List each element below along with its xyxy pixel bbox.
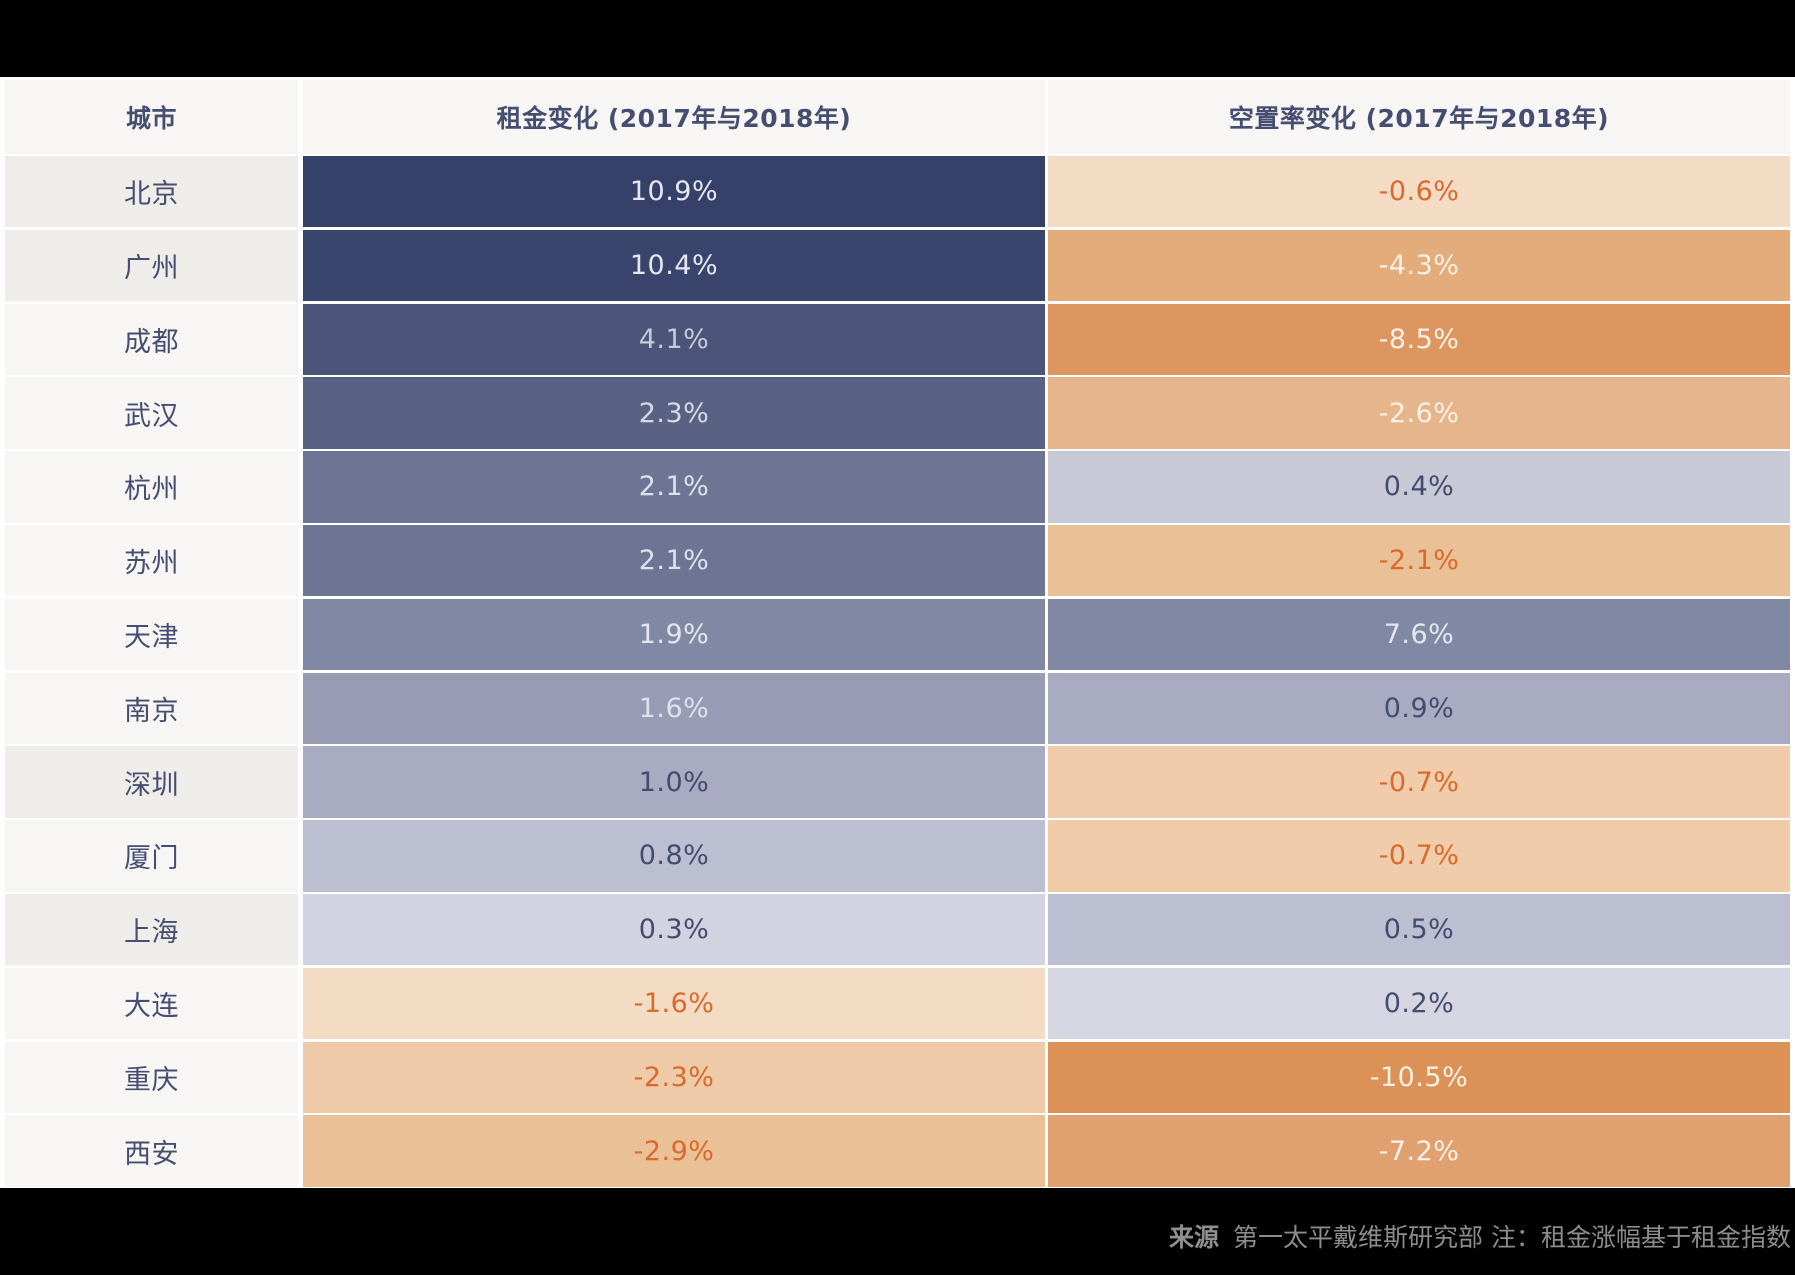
city-cell: 武汉 bbox=[5, 377, 298, 449]
city-cell: 西安 bbox=[5, 1115, 298, 1187]
vacancy-change-cell: -4.3% bbox=[1048, 229, 1790, 302]
city-cell: 天津 bbox=[5, 598, 298, 671]
rent-change-cell: 0.8% bbox=[303, 820, 1045, 892]
rent-change-cell: 1.6% bbox=[303, 672, 1045, 744]
vacancy-change-cell: 0.4% bbox=[1048, 451, 1790, 523]
column-header-vacancy-change: 空置率变化 (2017年与2018年) bbox=[1048, 80, 1790, 154]
rent-change-cell: 2.1% bbox=[303, 525, 1045, 597]
city-cell: 广州 bbox=[5, 229, 298, 302]
column-header-city: 城市 bbox=[5, 80, 298, 154]
vacancy-change-cell: 0.9% bbox=[1048, 672, 1790, 744]
rent-change-cell: -1.6% bbox=[303, 967, 1045, 1040]
city-cell: 上海 bbox=[5, 894, 298, 966]
vacancy-change-cell: -10.5% bbox=[1048, 1041, 1790, 1113]
rent-change-cell: 1.0% bbox=[303, 746, 1045, 818]
rent-change-cell: 10.4% bbox=[303, 229, 1045, 302]
vacancy-change-cell: -7.2% bbox=[1048, 1115, 1790, 1187]
vacancy-change-cell: 7.6% bbox=[1048, 598, 1790, 671]
vacancy-change-cell: -0.7% bbox=[1048, 746, 1790, 818]
source-label: 来源 bbox=[1169, 1223, 1220, 1252]
vacancy-change-cell: 0.5% bbox=[1048, 894, 1790, 966]
source-text: 第一太平戴维斯研究部 注：租金涨幅基于租金指数 bbox=[1233, 1223, 1791, 1252]
source-note: 来源 第一太平戴维斯研究部 注：租金涨幅基于租金指数 bbox=[1169, 1219, 1791, 1253]
rent-change-cell: 0.3% bbox=[303, 894, 1045, 966]
rent-change-cell: 1.9% bbox=[303, 598, 1045, 671]
city-cell: 大连 bbox=[5, 967, 298, 1040]
rent-change-cell: 10.9% bbox=[303, 156, 1045, 228]
city-cell: 苏州 bbox=[5, 525, 298, 597]
city-cell: 南京 bbox=[5, 672, 298, 744]
vacancy-change-cell: -8.5% bbox=[1048, 303, 1790, 375]
vacancy-change-cell: -0.6% bbox=[1048, 156, 1790, 228]
rent-change-cell: 2.1% bbox=[303, 451, 1045, 523]
vacancy-change-cell: -2.6% bbox=[1048, 377, 1790, 449]
vacancy-change-cell: -2.1% bbox=[1048, 525, 1790, 597]
vacancy-change-cell: 0.2% bbox=[1048, 967, 1790, 1040]
column-header-rent-change: 租金变化 (2017年与2018年) bbox=[303, 80, 1045, 154]
city-cell: 深圳 bbox=[5, 746, 298, 818]
rent-change-cell: 4.1% bbox=[303, 303, 1045, 375]
city-cell: 厦门 bbox=[5, 820, 298, 892]
city-cell: 北京 bbox=[5, 156, 298, 228]
city-cell: 成都 bbox=[5, 303, 298, 375]
rent-change-cell: -2.3% bbox=[303, 1041, 1045, 1113]
rent-change-cell: -2.9% bbox=[303, 1115, 1045, 1187]
rent-change-cell: 2.3% bbox=[303, 377, 1045, 449]
heatmap-table: 城市 租金变化 (2017年与2018年) 空置率变化 (2017年与2018年… bbox=[0, 77, 1795, 1188]
city-cell: 重庆 bbox=[5, 1041, 298, 1113]
vacancy-change-cell: -0.7% bbox=[1048, 820, 1790, 892]
city-cell: 杭州 bbox=[5, 451, 298, 523]
